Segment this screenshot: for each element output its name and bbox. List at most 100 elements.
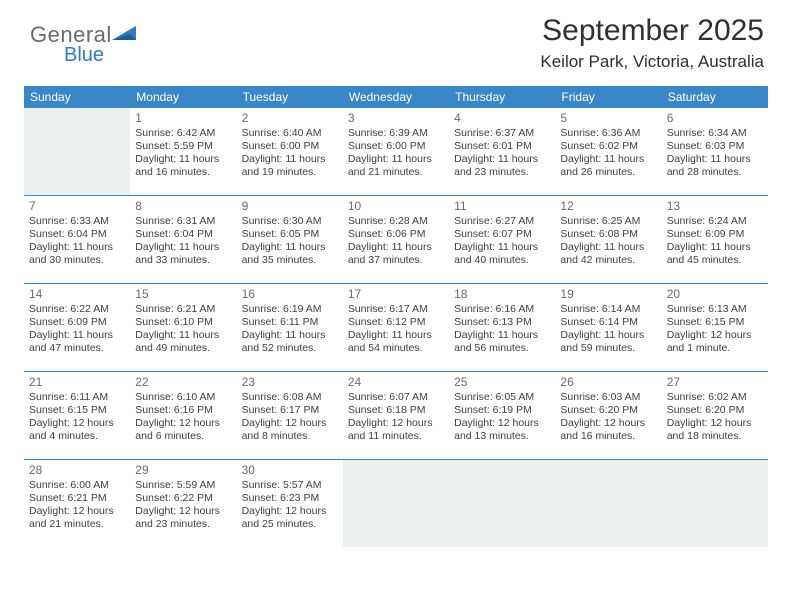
daylight-text: and 16 minutes. xyxy=(135,166,231,179)
daylight-text: and 23 minutes. xyxy=(135,518,231,531)
calendar-day-cell: 11Sunrise: 6:27 AMSunset: 6:07 PMDayligh… xyxy=(449,196,555,284)
daylight-text: and 13 minutes. xyxy=(454,430,550,443)
sunset-text: Sunset: 6:05 PM xyxy=(242,228,338,241)
daylight-text: and 16 minutes. xyxy=(560,430,656,443)
day-number: 12 xyxy=(560,199,656,214)
sunrise-text: Sunrise: 6:19 AM xyxy=(242,303,338,316)
sunset-text: Sunset: 6:23 PM xyxy=(242,492,338,505)
sunset-text: Sunset: 6:03 PM xyxy=(667,140,763,153)
day-number: 23 xyxy=(242,375,338,390)
daylight-text: and 18 minutes. xyxy=(667,430,763,443)
calendar-day-cell xyxy=(449,460,555,548)
page-title: September 2025 xyxy=(542,14,764,48)
brand-word2: Blue xyxy=(64,44,104,67)
sunrise-text: Sunrise: 6:02 AM xyxy=(667,391,763,404)
day-number: 9 xyxy=(242,199,338,214)
daylight-text: Daylight: 11 hours xyxy=(242,329,338,342)
daylight-text: and 28 minutes. xyxy=(667,166,763,179)
daylight-text: Daylight: 12 hours xyxy=(242,417,338,430)
calendar-page: General Blue September 2025 Keilor Park,… xyxy=(0,0,792,612)
daylight-text: Daylight: 11 hours xyxy=(560,153,656,166)
daylight-text: and 30 minutes. xyxy=(29,254,125,267)
sunset-text: Sunset: 6:20 PM xyxy=(667,404,763,417)
sunrise-text: Sunrise: 6:42 AM xyxy=(135,127,231,140)
daylight-text: and 59 minutes. xyxy=(560,342,656,355)
calendar-day-cell: 8Sunrise: 6:31 AMSunset: 6:04 PMDaylight… xyxy=(130,196,236,284)
daylight-text: and 45 minutes. xyxy=(667,254,763,267)
calendar-week-row: 1Sunrise: 6:42 AMSunset: 5:59 PMDaylight… xyxy=(24,108,768,196)
sunset-text: Sunset: 6:09 PM xyxy=(667,228,763,241)
calendar-table: Sunday Monday Tuesday Wednesday Thursday… xyxy=(24,86,768,547)
calendar-day-cell: 25Sunrise: 6:05 AMSunset: 6:19 PMDayligh… xyxy=(449,372,555,460)
daylight-text: and 40 minutes. xyxy=(454,254,550,267)
sunset-text: Sunset: 6:06 PM xyxy=(348,228,444,241)
calendar-day-cell: 15Sunrise: 6:21 AMSunset: 6:10 PMDayligh… xyxy=(130,284,236,372)
sunrise-text: Sunrise: 5:57 AM xyxy=(242,479,338,492)
calendar-week-row: 21Sunrise: 6:11 AMSunset: 6:15 PMDayligh… xyxy=(24,372,768,460)
daylight-text: Daylight: 11 hours xyxy=(348,153,444,166)
weekday-header: Wednesday xyxy=(343,86,449,108)
sunset-text: Sunset: 6:02 PM xyxy=(560,140,656,153)
daylight-text: Daylight: 11 hours xyxy=(29,329,125,342)
daylight-text: and 23 minutes. xyxy=(454,166,550,179)
daylight-text: Daylight: 11 hours xyxy=(454,329,550,342)
sunrise-text: Sunrise: 6:40 AM xyxy=(242,127,338,140)
day-number: 30 xyxy=(242,463,338,478)
daylight-text: Daylight: 11 hours xyxy=(242,153,338,166)
sunrise-text: Sunrise: 6:25 AM xyxy=(560,215,656,228)
sunset-text: Sunset: 6:00 PM xyxy=(348,140,444,153)
daylight-text: Daylight: 11 hours xyxy=(667,241,763,254)
brand-triangle-icon xyxy=(112,24,140,49)
daylight-text: Daylight: 12 hours xyxy=(135,417,231,430)
weekday-header: Saturday xyxy=(662,86,768,108)
sunrise-text: Sunrise: 6:21 AM xyxy=(135,303,231,316)
calendar-day-cell: 19Sunrise: 6:14 AMSunset: 6:14 PMDayligh… xyxy=(555,284,661,372)
daylight-text: Daylight: 12 hours xyxy=(135,505,231,518)
calendar-day-cell: 2Sunrise: 6:40 AMSunset: 6:00 PMDaylight… xyxy=(237,108,343,196)
daylight-text: and 25 minutes. xyxy=(242,518,338,531)
calendar-day-cell: 17Sunrise: 6:17 AMSunset: 6:12 PMDayligh… xyxy=(343,284,449,372)
daylight-text: and 21 minutes. xyxy=(348,166,444,179)
daylight-text: Daylight: 11 hours xyxy=(29,241,125,254)
day-number: 1 xyxy=(135,111,231,126)
sunset-text: Sunset: 6:11 PM xyxy=(242,316,338,329)
daylight-text: and 1 minute. xyxy=(667,342,763,355)
sunrise-text: Sunrise: 6:14 AM xyxy=(560,303,656,316)
calendar-day-cell: 21Sunrise: 6:11 AMSunset: 6:15 PMDayligh… xyxy=(24,372,130,460)
day-number: 29 xyxy=(135,463,231,478)
day-number: 6 xyxy=(667,111,763,126)
calendar-day-cell: 6Sunrise: 6:34 AMSunset: 6:03 PMDaylight… xyxy=(662,108,768,196)
calendar-day-cell: 26Sunrise: 6:03 AMSunset: 6:20 PMDayligh… xyxy=(555,372,661,460)
sunrise-text: Sunrise: 6:10 AM xyxy=(135,391,231,404)
day-number: 19 xyxy=(560,287,656,302)
weekday-header: Thursday xyxy=(449,86,555,108)
daylight-text: and 47 minutes. xyxy=(29,342,125,355)
sunrise-text: Sunrise: 6:28 AM xyxy=(348,215,444,228)
sunset-text: Sunset: 6:09 PM xyxy=(29,316,125,329)
sunrise-text: Sunrise: 6:05 AM xyxy=(454,391,550,404)
daylight-text: and 54 minutes. xyxy=(348,342,444,355)
daylight-text: Daylight: 12 hours xyxy=(242,505,338,518)
daylight-text: Daylight: 11 hours xyxy=(454,241,550,254)
calendar-day-cell: 1Sunrise: 6:42 AMSunset: 5:59 PMDaylight… xyxy=(130,108,236,196)
day-number: 26 xyxy=(560,375,656,390)
sunset-text: Sunset: 6:00 PM xyxy=(242,140,338,153)
daylight-text: Daylight: 11 hours xyxy=(135,153,231,166)
day-number: 21 xyxy=(29,375,125,390)
calendar-day-cell: 24Sunrise: 6:07 AMSunset: 6:18 PMDayligh… xyxy=(343,372,449,460)
daylight-text: and 33 minutes. xyxy=(135,254,231,267)
sunrise-text: Sunrise: 6:31 AM xyxy=(135,215,231,228)
sunrise-text: Sunrise: 6:36 AM xyxy=(560,127,656,140)
calendar-day-cell: 20Sunrise: 6:13 AMSunset: 6:15 PMDayligh… xyxy=(662,284,768,372)
sunrise-text: Sunrise: 6:33 AM xyxy=(29,215,125,228)
daylight-text: and 42 minutes. xyxy=(560,254,656,267)
daylight-text: Daylight: 12 hours xyxy=(29,417,125,430)
day-number: 11 xyxy=(454,199,550,214)
day-number: 7 xyxy=(29,199,125,214)
day-number: 10 xyxy=(348,199,444,214)
sunrise-text: Sunrise: 6:17 AM xyxy=(348,303,444,316)
calendar-day-cell: 10Sunrise: 6:28 AMSunset: 6:06 PMDayligh… xyxy=(343,196,449,284)
calendar-day-cell: 13Sunrise: 6:24 AMSunset: 6:09 PMDayligh… xyxy=(662,196,768,284)
daylight-text: Daylight: 11 hours xyxy=(560,241,656,254)
daylight-text: Daylight: 11 hours xyxy=(348,241,444,254)
